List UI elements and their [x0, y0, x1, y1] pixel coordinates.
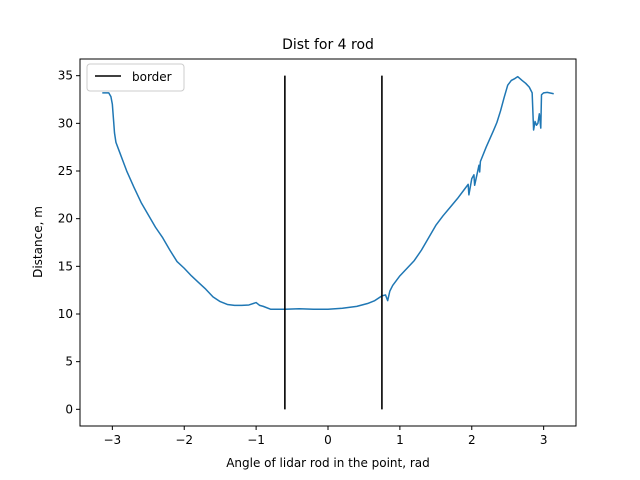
x-tick-label: −3 — [103, 433, 121, 447]
y-tick-label: 20 — [58, 212, 73, 226]
y-tick-label: 10 — [58, 307, 73, 321]
y-tick-label: 25 — [58, 164, 73, 178]
x-tick-label: 3 — [540, 433, 548, 447]
x-tick-label: 2 — [468, 433, 476, 447]
legend: border — [86, 63, 185, 92]
x-tick-label: 1 — [396, 433, 404, 447]
series-line-0 — [102, 75, 554, 310]
y-tick-label: 35 — [58, 69, 73, 83]
x-tick-label: 0 — [324, 433, 332, 447]
y-tick-label: 30 — [58, 116, 73, 130]
x-tick-label: −2 — [175, 433, 193, 447]
chart-title: Dist for 4 rod — [282, 37, 374, 53]
legend-box — [86, 63, 185, 92]
plot-area — [102, 75, 554, 410]
axes-frame — [79, 58, 577, 427]
x-tick-label: −1 — [247, 433, 265, 447]
y-tick-label: 0 — [65, 402, 73, 416]
y-axis-label: Distance, m — [31, 206, 45, 278]
x-axis-label: Angle of lidar rod in the point, rad — [226, 456, 430, 470]
y-tick-label: 5 — [65, 355, 73, 369]
y-tick-label: 15 — [58, 259, 73, 273]
legend-label-border: border — [132, 70, 172, 84]
